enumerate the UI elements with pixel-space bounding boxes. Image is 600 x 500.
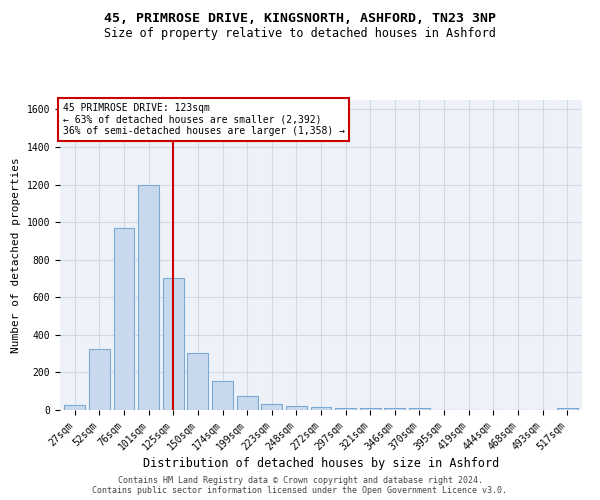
Bar: [261, 404, 282, 410]
Bar: [64, 406, 85, 410]
Bar: [557, 408, 578, 410]
Bar: [89, 349, 110, 410]
Bar: [163, 278, 184, 410]
Bar: [385, 408, 406, 410]
X-axis label: Distribution of detached houses by size in Ashford: Distribution of detached houses by size …: [143, 458, 499, 470]
Bar: [113, 228, 134, 410]
Text: Contains HM Land Registry data © Crown copyright and database right 2024.
Contai: Contains HM Land Registry data © Crown c…: [92, 476, 508, 495]
Bar: [409, 408, 430, 410]
Text: 45, PRIMROSE DRIVE, KINGSNORTH, ASHFORD, TN23 3NP: 45, PRIMROSE DRIVE, KINGSNORTH, ASHFORD,…: [104, 12, 496, 26]
Text: 45 PRIMROSE DRIVE: 123sqm
← 63% of detached houses are smaller (2,392)
36% of se: 45 PRIMROSE DRIVE: 123sqm ← 63% of detac…: [62, 103, 344, 136]
Bar: [335, 408, 356, 410]
Bar: [286, 406, 307, 410]
Bar: [236, 396, 257, 410]
Text: Size of property relative to detached houses in Ashford: Size of property relative to detached ho…: [104, 28, 496, 40]
Y-axis label: Number of detached properties: Number of detached properties: [11, 157, 21, 353]
Bar: [212, 381, 233, 410]
Bar: [360, 408, 381, 410]
Bar: [138, 184, 159, 410]
Bar: [311, 407, 331, 410]
Bar: [187, 352, 208, 410]
